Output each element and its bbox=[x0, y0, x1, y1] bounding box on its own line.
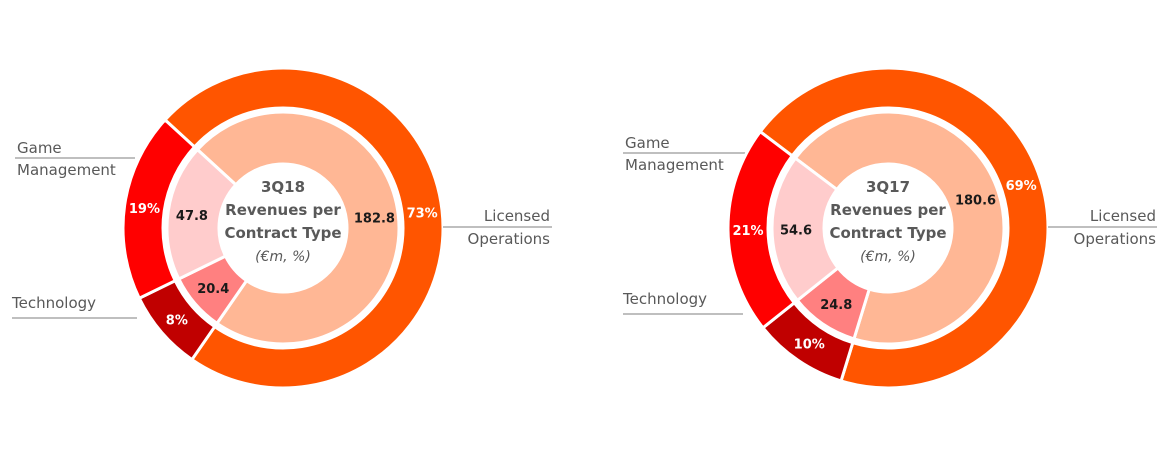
donut-chart-1: 73% 182.8 Licensed Operations 8% 20.4 Game Mana… bbox=[11, 66, 552, 390]
inner-slice-technology bbox=[770, 156, 841, 303]
outer-slice-technology bbox=[121, 117, 197, 301]
center-title-line-1: 3Q17 bbox=[866, 178, 910, 196]
inner-slice-technology bbox=[165, 147, 238, 281]
value-label-game-management: 20.4 bbox=[197, 282, 229, 297]
value-label-licensed-operations: 180.6 bbox=[955, 194, 996, 209]
center-title-line-2: Revenues per bbox=[225, 201, 341, 219]
category-label-game-management: Management bbox=[625, 156, 724, 174]
value-label-technology: 54.6 bbox=[780, 223, 812, 238]
inner-slice-licensed-operations bbox=[793, 110, 1006, 346]
category-label-technology: Technology bbox=[11, 294, 96, 312]
value-label-licensed-operations: 182.8 bbox=[354, 212, 395, 227]
percent-label-licensed-operations: 69% bbox=[1006, 179, 1037, 194]
outer-slice-licensed-operations bbox=[758, 66, 1050, 390]
value-label-technology: 47.8 bbox=[176, 209, 208, 224]
value-label-game-management: 24.8 bbox=[820, 298, 852, 313]
category-label-game-management: Game bbox=[17, 139, 62, 157]
category-label-game-management: Game bbox=[625, 134, 670, 152]
percent-label-licensed-operations: 73% bbox=[407, 206, 438, 221]
center-title-line-3: Contract Type bbox=[829, 224, 946, 242]
category-label-licensed-operations: Operations bbox=[1074, 230, 1157, 248]
donut-chart-2: 69% 180.6 Licensed Operations 10% 24.8 Game Man… bbox=[622, 66, 1157, 390]
outer-slice-technology bbox=[726, 129, 797, 330]
center-unit-note: (€m, %) bbox=[860, 249, 916, 265]
category-label-licensed-operations: Licensed bbox=[484, 207, 550, 225]
outer-slice-licensed-operations bbox=[162, 66, 445, 390]
category-label-technology: Technology bbox=[622, 290, 707, 308]
center-title-line-1: 3Q18 bbox=[261, 178, 305, 196]
category-label-licensed-operations: Operations bbox=[468, 230, 551, 248]
center-title-line-2: Revenues per bbox=[830, 201, 946, 219]
percent-label-game-management: 8% bbox=[166, 313, 188, 328]
category-label-game-management: Management bbox=[17, 161, 116, 179]
percent-label-technology: 19% bbox=[129, 202, 160, 217]
center-title-line-3: Contract Type bbox=[224, 224, 341, 242]
percent-label-game-management: 10% bbox=[794, 338, 825, 353]
inner-slice-licensed-operations bbox=[195, 110, 401, 346]
percent-label-technology: 21% bbox=[732, 224, 763, 239]
center-unit-note: (€m, %) bbox=[255, 249, 311, 265]
category-label-licensed-operations: Licensed bbox=[1090, 207, 1156, 225]
